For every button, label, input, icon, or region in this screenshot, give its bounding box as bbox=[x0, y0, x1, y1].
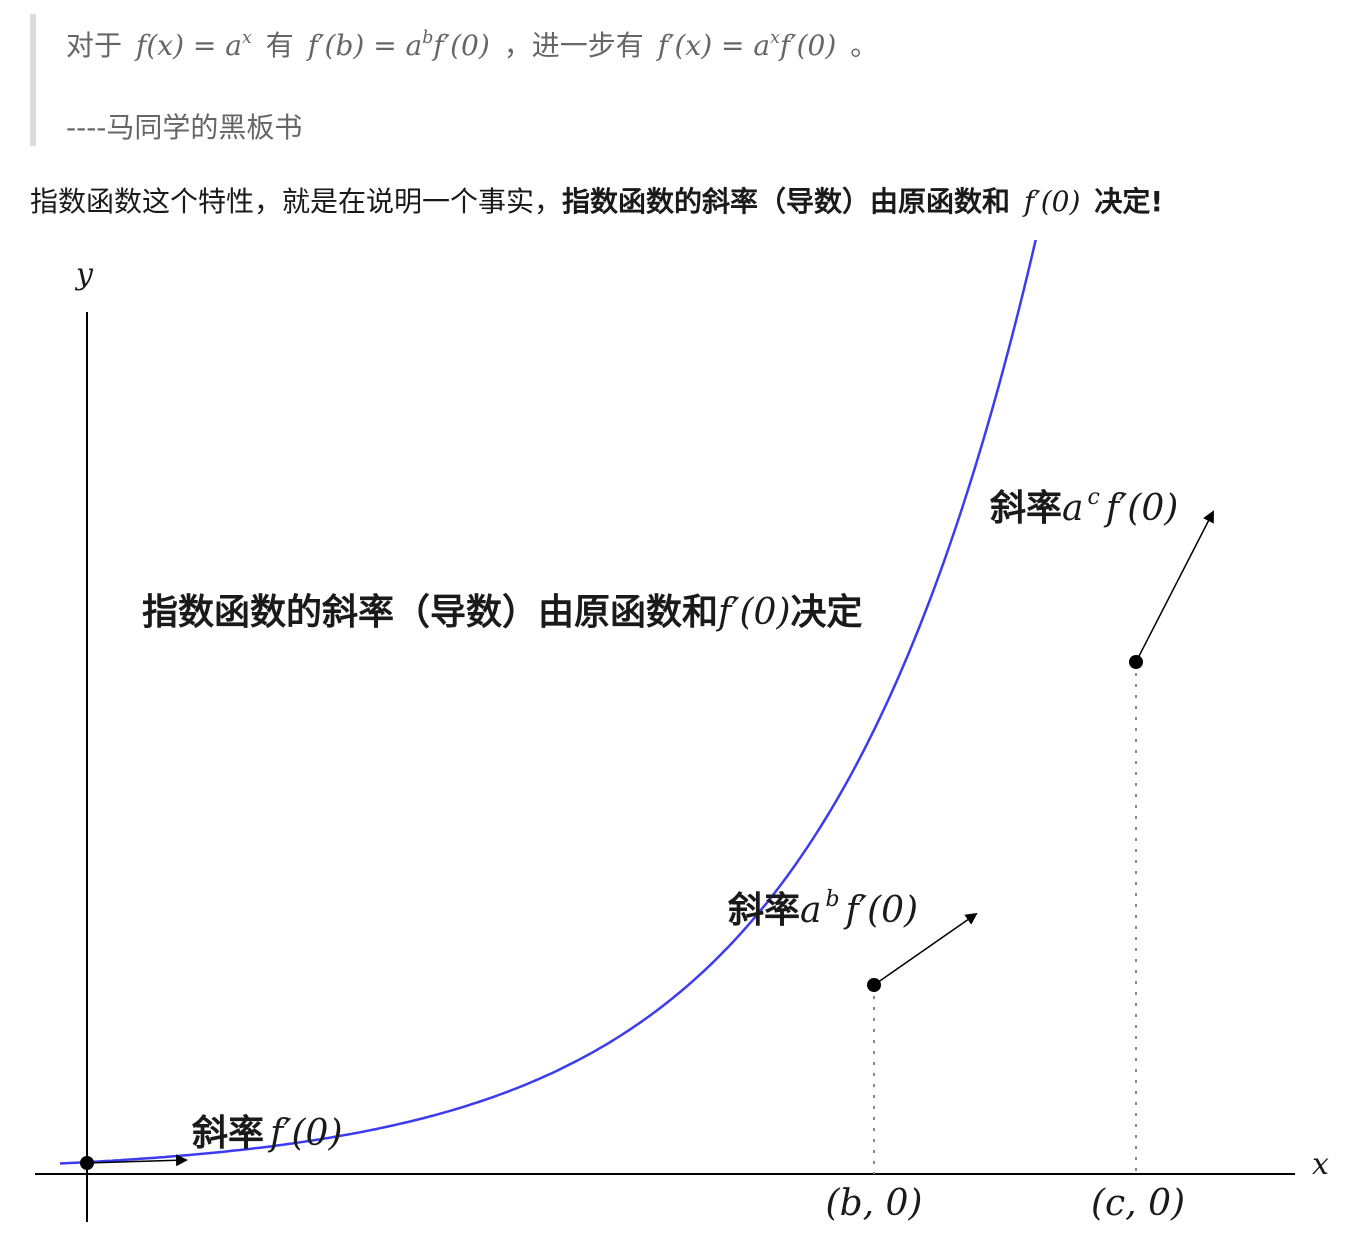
slope-base-b: a bbox=[800, 890, 821, 931]
tangent-arrow-b bbox=[873, 912, 978, 986]
slope-tail-b: f′(0) bbox=[843, 890, 919, 931]
main-bold-text: 指数函数的斜率（导数）由原函数和 bbox=[562, 185, 1011, 218]
main-plain-text: 指数函数这个特性，就是在说明一个事实， bbox=[30, 185, 563, 218]
blockquote: 对于 f(x) = ax 有 f′(b) = abf′(0) ，进一步有 f′(x) = … bbox=[30, 14, 1230, 146]
formula-fx: f(x) = ax bbox=[136, 27, 252, 62]
slope-label-b: 斜率a b f′(0) bbox=[728, 887, 918, 931]
formula-fpx: f′(x) = axf′(0) bbox=[657, 27, 837, 62]
quote-end: 。 bbox=[850, 29, 879, 62]
slope-tail-c: f′(0) bbox=[1103, 488, 1179, 529]
point-b bbox=[867, 978, 881, 992]
tick-label-b: (b, 0) bbox=[826, 1183, 923, 1224]
quote-prefix: 对于 bbox=[66, 29, 123, 62]
quote-formula-line: 对于 f(x) = ax 有 f′(b) = abf′(0) ，进一步有 f′(x) = … bbox=[66, 24, 878, 64]
tangent-arrow-c bbox=[1135, 510, 1214, 663]
main-paragraph: 指数函数这个特性，就是在说明一个事实，指数函数的斜率（导数）由原函数和 f′(0)… bbox=[30, 180, 1163, 220]
slope-label-c: 斜率a c f′(0) bbox=[990, 485, 1178, 529]
point-c bbox=[1129, 655, 1143, 669]
main-bold-end: 决定! bbox=[1094, 185, 1164, 218]
point-origin bbox=[80, 1156, 94, 1170]
figure-caption: 指数函数的斜率（导数）由原函数和f′(0)决定 bbox=[142, 592, 863, 633]
caption-math: f′(0) bbox=[715, 592, 791, 633]
slope-base-c: a bbox=[1062, 488, 1083, 529]
slope-label-origin: 斜率 f′(0) bbox=[192, 1113, 343, 1154]
x-axis-label: x bbox=[1312, 1147, 1329, 1182]
quote-mid1: 有 bbox=[265, 29, 294, 62]
slope-sup-b: b bbox=[825, 887, 839, 912]
quote-mid2: ，进一步有 bbox=[503, 29, 644, 62]
tick-label-c: (c, 0) bbox=[1091, 1183, 1185, 1224]
slope-word-b: 斜率 bbox=[728, 890, 800, 931]
y-axis-label: y bbox=[74, 257, 94, 292]
main-math: f′(0) bbox=[1024, 185, 1081, 218]
slope-word-origin: 斜率 bbox=[192, 1113, 264, 1154]
caption-tail: 决定 bbox=[791, 592, 863, 633]
formula-fb: f′(b) = abf′(0) bbox=[307, 27, 490, 62]
slope-sup-c: c bbox=[1087, 485, 1099, 510]
slope-math-origin: f′(0) bbox=[267, 1113, 343, 1154]
caption-cn: 指数函数的斜率（导数）由原函数和 bbox=[142, 592, 718, 633]
exponential-figure: x y (b, 0) (c, 0) 指数函数的斜率（导数）由原函数和f′(0)决… bbox=[35, 240, 1329, 1224]
exponential-curve bbox=[59, 240, 1037, 1165]
quote-attribution: ----马同学的黑板书 bbox=[66, 111, 303, 144]
tangent-arrow-origin bbox=[86, 1154, 188, 1167]
slope-word-c: 斜率 bbox=[990, 488, 1062, 529]
